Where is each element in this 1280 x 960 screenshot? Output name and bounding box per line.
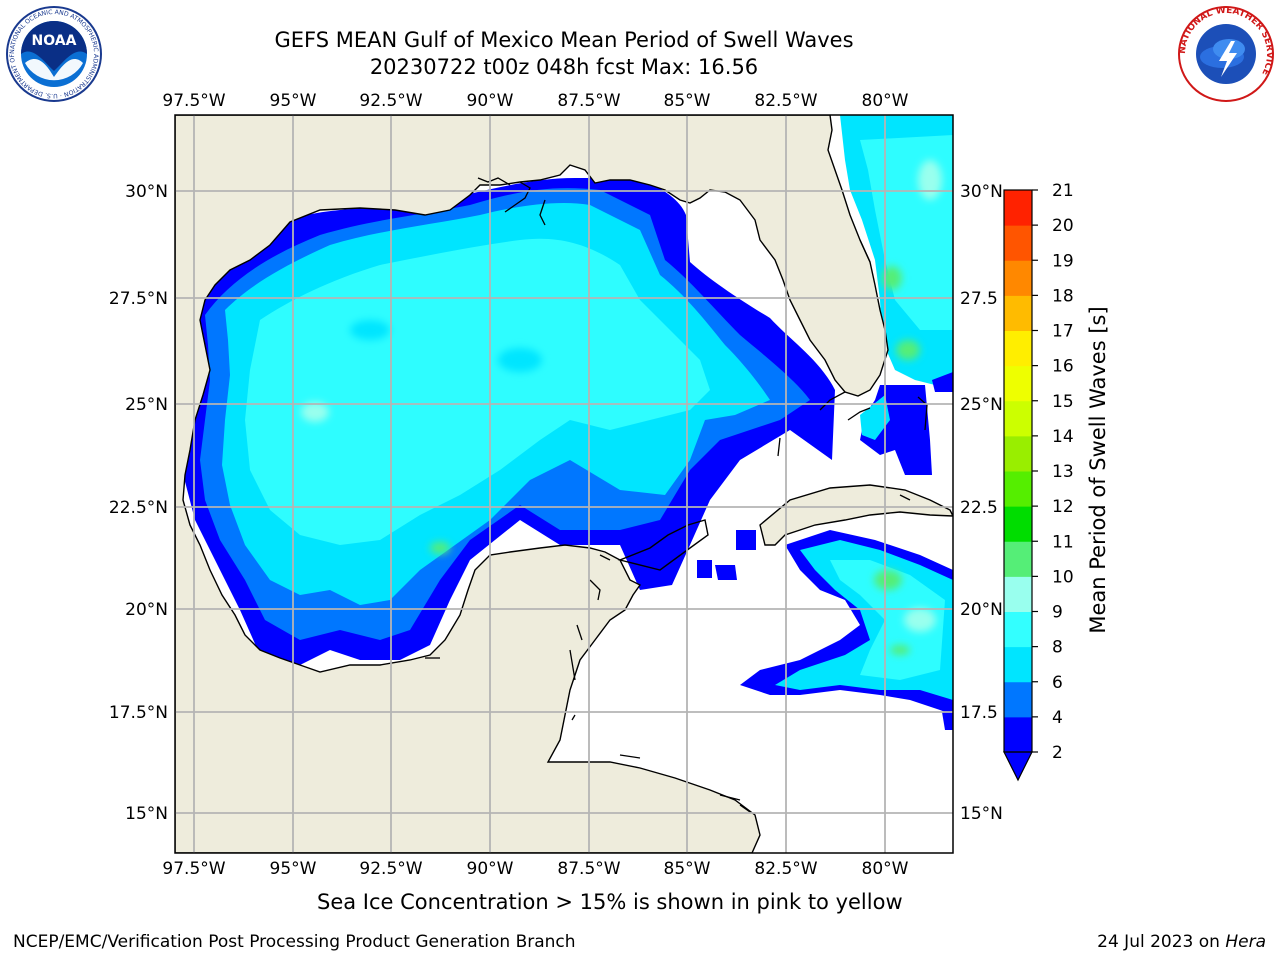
- lon-label-top: 87.5°W: [557, 91, 620, 111]
- footer-date-text: 24 Jul 2023 on: [1097, 932, 1226, 952]
- chart-subtitle: 20230722 t00z 048h fcst Max: 16.56: [369, 55, 759, 79]
- lightning-icon: [1219, 41, 1237, 77]
- lat-label-right: 25°N: [960, 395, 1003, 415]
- lon-label-bottom: 95°W: [270, 859, 317, 879]
- lon-label-top: 92.5°W: [359, 91, 422, 111]
- lon-label-top: 80°W: [862, 91, 909, 111]
- colorbar-tick-label: 2: [1052, 743, 1063, 763]
- colorbar-tick-label: 6: [1052, 673, 1063, 693]
- colorbar-tick-label: 18: [1052, 286, 1074, 306]
- lon-label-top: 90°W: [467, 91, 514, 111]
- colorbar-swatch: [1004, 365, 1032, 402]
- lat-label-left: 17.5°N: [109, 703, 168, 723]
- lon-label-top: 97.5°W: [162, 91, 225, 111]
- map-frame: [174, 114, 954, 854]
- lon-label-bottom: 80°W: [862, 859, 909, 879]
- lon-label-bottom: 87.5°W: [557, 859, 620, 879]
- colorbar-swatch: [1004, 190, 1032, 226]
- colorbar-tick-label: 20: [1052, 216, 1074, 236]
- colorbar-swatch: [1004, 716, 1032, 753]
- colorbar-swatch: [1004, 260, 1032, 296]
- colorbar-swatch: [1004, 576, 1032, 612]
- colorbar-tick-label: 12: [1052, 497, 1074, 517]
- sea-ice-note: Sea Ice Concentration > 15% is shown in …: [317, 890, 903, 914]
- colorbar: 2 4 6 8 9 10 11 12 13 14 15 16 17 18 19 20 21 Mean Perio…: [1003, 181, 1110, 782]
- chart-title: GEFS MEAN Gulf of Mexico Mean Period of …: [274, 28, 854, 52]
- colorbar-ticks: 2 4 6 8 9 10 11 12 13 14 15 16 17 18 19 20 21: [1032, 181, 1074, 763]
- lat-label-left: 20°N: [125, 600, 168, 620]
- lon-label-bottom: 92.5°W: [359, 859, 422, 879]
- colorbar-swatch: [1004, 681, 1032, 718]
- noaa-logo: NATIONAL OCEANIC AND ATMOSPHERIC ADMINIS…: [5, 5, 102, 102]
- colorbar-swatch: [1004, 225, 1032, 261]
- colorbar-swatch: [1004, 646, 1032, 683]
- colorbar-swatch: [1004, 400, 1032, 437]
- colorbar-tick-label: 17: [1052, 322, 1074, 342]
- colorbar-tick-label: 4: [1052, 708, 1063, 728]
- lon-label-bottom: 97.5°W: [162, 859, 225, 879]
- colorbar-label: Mean Period of Swell Waves [s]: [1086, 306, 1110, 633]
- lat-label-left: 22.5°N: [109, 498, 168, 518]
- lat-label-left: 15°N: [125, 804, 168, 824]
- colorbar-tick-label: 21: [1052, 181, 1074, 201]
- colorbar-tick-label: 13: [1052, 462, 1074, 482]
- lon-label-top: 95°W: [270, 91, 317, 111]
- colorbar-tick-label: 19: [1052, 251, 1074, 271]
- lat-label-right: 30°N: [960, 182, 1003, 202]
- colorbar-swatch: [1004, 506, 1032, 542]
- colorbar-tick-label: 15: [1052, 392, 1074, 412]
- graticule: [175, 115, 953, 853]
- colorbar-swatch: [1004, 541, 1032, 577]
- lat-label-right: 20°N: [960, 600, 1003, 620]
- footer-branch: NCEP/EMC/Verification Post Processing Pr…: [13, 932, 576, 952]
- noaa-logo-text: NOAA: [32, 33, 77, 49]
- colorbar-tick-label: 10: [1052, 567, 1074, 587]
- lon-label-bottom: 82.5°W: [754, 859, 817, 879]
- footer-host: Hera: [1225, 932, 1266, 952]
- colorbar-swatch: [1004, 611, 1032, 648]
- lon-label-bottom: 90°W: [467, 859, 514, 879]
- colorbar-tick-label: 9: [1052, 603, 1063, 623]
- lat-label-left: 30°N: [125, 182, 168, 202]
- colorbar-tick-label: 11: [1052, 532, 1074, 552]
- colorbar-swatch: [1004, 295, 1032, 331]
- lat-label-right: 22.5: [960, 498, 998, 518]
- lat-label-left: 25°N: [125, 395, 168, 415]
- colorbar-swatch: [1004, 435, 1032, 472]
- colorbar-tick-label: 16: [1052, 357, 1074, 377]
- lon-label-bottom: 85°W: [664, 859, 711, 879]
- lat-label-right: 17.5: [960, 703, 998, 723]
- colorbar-swatch: [1004, 471, 1032, 507]
- nws-logo: NATIONAL WEATHER SERVICE: [1178, 6, 1274, 102]
- coastline-details: [425, 177, 928, 813]
- lon-label-top: 82.5°W: [754, 91, 817, 111]
- lon-label-top: 85°W: [664, 91, 711, 111]
- colorbar-tick-label: 8: [1052, 638, 1063, 658]
- land: [175, 115, 953, 853]
- lat-label-right: 15°N: [960, 804, 1003, 824]
- colorbar-extend-arrow: [1003, 751, 1033, 782]
- colorbar-tick-label: 14: [1052, 427, 1074, 447]
- swell-field: [175, 115, 953, 853]
- colorbar-swatches: [1004, 190, 1032, 753]
- colorbar-swatch: [1004, 330, 1032, 367]
- footer-date: 24 Jul 2023 on Hera: [1097, 932, 1266, 952]
- lat-label-right: 27.5: [960, 289, 998, 309]
- lat-label-left: 27.5°N: [109, 289, 168, 309]
